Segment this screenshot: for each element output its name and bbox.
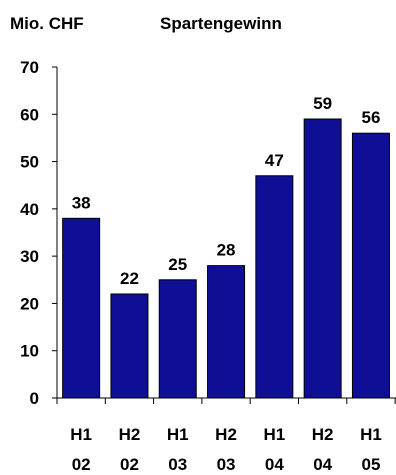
- x-tick-label-half: H2: [312, 425, 334, 444]
- x-tick-label-year: 04: [313, 455, 332, 474]
- y-tick-label: 60: [20, 105, 39, 124]
- data-label: 38: [72, 193, 91, 212]
- y-tick-label: 50: [20, 153, 39, 172]
- y-tick-label: 30: [20, 247, 39, 266]
- bar-5: [303, 118, 342, 399]
- chart-title: Spartengewinn: [160, 14, 282, 33]
- x-tick-label-half: H1: [70, 425, 92, 444]
- x-tick-label-year: 02: [72, 455, 91, 474]
- bar-0: [62, 217, 101, 399]
- x-tick-label-year: 05: [361, 455, 380, 474]
- data-label: 56: [361, 108, 380, 127]
- bar-1: [110, 293, 149, 399]
- data-label: 25: [168, 255, 187, 274]
- y-unit-label: Mio. CHF: [10, 14, 84, 33]
- y-tick-label: 70: [20, 58, 39, 77]
- x-tick-label-half: H1: [360, 425, 382, 444]
- bar-3: [207, 265, 246, 399]
- data-label: 28: [217, 241, 236, 260]
- x-tick-label-year: 02: [120, 455, 139, 474]
- bar-6: [351, 132, 390, 399]
- x-tick-label-half: H1: [263, 425, 285, 444]
- bar-2: [158, 279, 197, 399]
- x-tick-label-half: H2: [119, 425, 141, 444]
- y-tick-label: 0: [30, 389, 39, 408]
- x-tick-label-year: 04: [265, 455, 284, 474]
- x-tick-label-half: H2: [215, 425, 237, 444]
- y-tick-label: 20: [20, 294, 39, 313]
- x-tick-label-year: 03: [217, 455, 236, 474]
- x-tick-label-half: H1: [167, 425, 189, 444]
- y-tick-label: 40: [20, 200, 39, 219]
- bar-4: [255, 175, 294, 399]
- data-label: 22: [120, 269, 139, 288]
- data-label: 59: [313, 94, 332, 113]
- y-tick-label: 10: [20, 342, 39, 361]
- data-label: 47: [265, 151, 284, 170]
- x-tick-label-year: 03: [168, 455, 187, 474]
